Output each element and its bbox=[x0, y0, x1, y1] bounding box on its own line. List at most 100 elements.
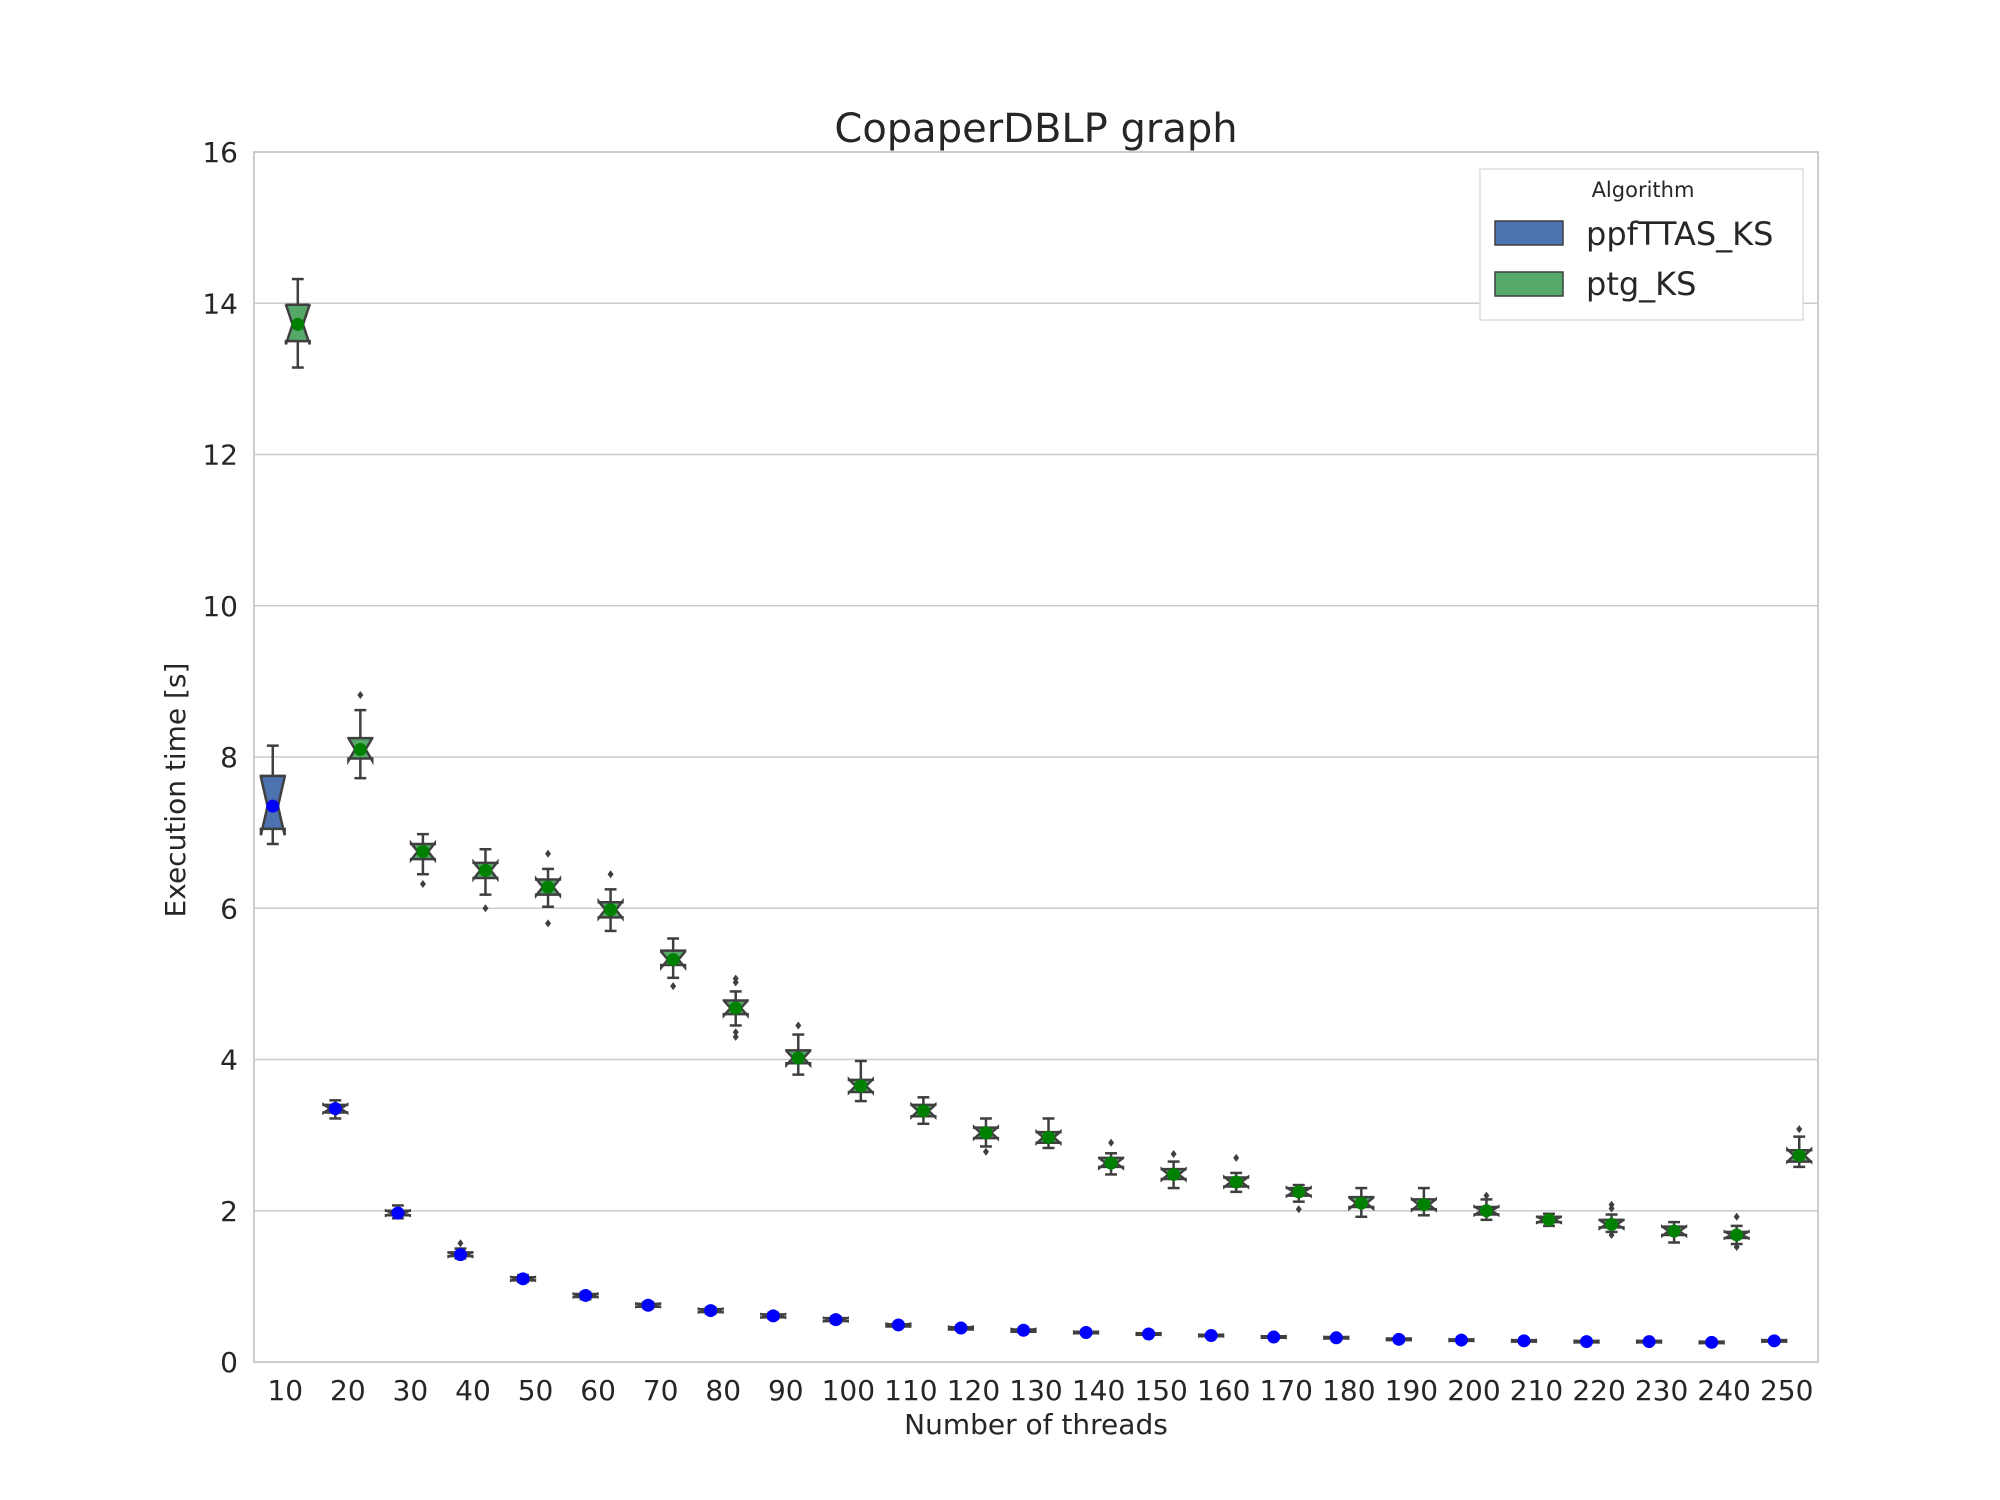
box-ppfTTAS_KS-250 bbox=[1761, 1334, 1788, 1348]
mean-marker bbox=[729, 1001, 743, 1015]
box-ppfTTAS_KS-140 bbox=[1072, 1326, 1100, 1340]
x-tick-label: 60 bbox=[580, 1374, 616, 1407]
x-tick-label: 40 bbox=[455, 1374, 491, 1407]
outlier-point bbox=[670, 982, 677, 991]
mean-marker bbox=[979, 1126, 993, 1140]
mean-marker bbox=[266, 799, 280, 813]
box-ppfTTAS_KS-30 bbox=[384, 1204, 412, 1220]
x-tick-label: 50 bbox=[518, 1374, 554, 1407]
x-tick-label: 250 bbox=[1760, 1374, 1813, 1407]
box-ptg_KS-20 bbox=[347, 690, 374, 780]
mean-marker bbox=[1104, 1156, 1118, 1170]
box-ptg_KS-30 bbox=[409, 832, 437, 889]
x-tick-label: 120 bbox=[947, 1374, 1000, 1407]
y-tick-label: 12 bbox=[202, 439, 238, 472]
box-ppfTTAS_KS-230 bbox=[1635, 1335, 1663, 1349]
x-tick-label: 110 bbox=[884, 1374, 937, 1407]
mean-marker bbox=[478, 863, 492, 877]
mean-marker bbox=[1580, 1335, 1594, 1349]
mean-marker bbox=[328, 1102, 342, 1116]
mean-marker bbox=[1517, 1334, 1531, 1348]
box-ppfTTAS_KS-210 bbox=[1510, 1334, 1538, 1348]
box-ppfTTAS_KS-180 bbox=[1323, 1331, 1350, 1345]
x-tick-label: 240 bbox=[1697, 1374, 1750, 1407]
box-ptg_KS-110 bbox=[910, 1096, 937, 1126]
outlier-point bbox=[732, 1032, 739, 1041]
box-ppfTTAS_KS-190 bbox=[1385, 1332, 1412, 1346]
mean-marker bbox=[541, 880, 555, 894]
box-ppfTTAS_KS-130 bbox=[1010, 1323, 1037, 1337]
mean-marker bbox=[1767, 1334, 1781, 1348]
x-axis-label: Number of threads bbox=[904, 1408, 1168, 1441]
box-ptg_KS-50 bbox=[534, 849, 562, 928]
outlier-point bbox=[1108, 1138, 1115, 1147]
mean-marker bbox=[391, 1206, 405, 1220]
box-ppfTTAS_KS-200 bbox=[1448, 1333, 1475, 1347]
outlier-point bbox=[795, 1021, 802, 1030]
y-tick-label: 8 bbox=[220, 741, 238, 774]
mean-marker bbox=[604, 903, 618, 917]
outlier-point bbox=[545, 849, 552, 858]
mean-marker bbox=[291, 317, 305, 331]
mean-marker bbox=[1167, 1167, 1181, 1181]
outlier-point bbox=[1233, 1153, 1240, 1162]
mean-marker bbox=[1204, 1329, 1218, 1343]
outlier-point bbox=[419, 880, 426, 889]
mean-marker bbox=[1329, 1331, 1343, 1345]
mean-marker bbox=[353, 742, 367, 756]
legend-swatch-ppfTTAS_KS bbox=[1494, 220, 1564, 246]
x-tick-label: 100 bbox=[822, 1374, 875, 1407]
box-ppfTTAS_KS-120 bbox=[947, 1321, 975, 1335]
x-tick-labels: 10 20 30 40 50 60 70 80 90 100 110 120 130 140 150 160 1… bbox=[267, 1374, 1813, 1407]
x-tick-label: 20 bbox=[330, 1374, 366, 1407]
box-ptg_KS-160 bbox=[1223, 1153, 1250, 1194]
x-tick-label: 150 bbox=[1134, 1374, 1187, 1407]
box-ppfTTAS_KS-90 bbox=[760, 1309, 787, 1323]
x-tick-label: 70 bbox=[643, 1374, 679, 1407]
outlier-point bbox=[1608, 1200, 1615, 1209]
box-ppfTTAS_KS-150 bbox=[1135, 1327, 1162, 1341]
x-tick-label: 10 bbox=[267, 1374, 303, 1407]
outlier-point bbox=[545, 919, 552, 928]
outlier-point bbox=[482, 904, 489, 913]
mean-marker bbox=[916, 1104, 930, 1118]
box-ptg_KS-180 bbox=[1348, 1186, 1375, 1219]
mean-marker bbox=[766, 1309, 780, 1323]
mean-marker bbox=[829, 1313, 843, 1327]
x-tick-label: 80 bbox=[705, 1374, 741, 1407]
mean-marker bbox=[1454, 1333, 1468, 1347]
box-ppfTTAS_KS-110 bbox=[885, 1318, 912, 1332]
box-ppfTTAS_KS-170 bbox=[1260, 1330, 1287, 1344]
box-ptg_KS-120 bbox=[972, 1117, 1000, 1156]
box-ptg_KS-200 bbox=[1473, 1191, 1500, 1222]
legend: Algorithm ppfTTAS_KS ptg_KS bbox=[1479, 168, 1804, 321]
mean-marker bbox=[516, 1272, 530, 1286]
mean-marker bbox=[416, 845, 430, 859]
x-tick-label: 170 bbox=[1260, 1374, 1313, 1407]
x-tick-label: 160 bbox=[1197, 1374, 1250, 1407]
box-ptg_KS-130 bbox=[1035, 1117, 1062, 1150]
mean-marker bbox=[1605, 1217, 1619, 1231]
legend-label-ptg_KS: ptg_KS bbox=[1586, 265, 1696, 303]
y-tick-labels: 0 2 4 6 8 10 12 14 16 bbox=[202, 136, 238, 1379]
mean-marker bbox=[1667, 1224, 1681, 1238]
y-tick-label: 0 bbox=[220, 1346, 238, 1379]
x-tick-label: 220 bbox=[1572, 1374, 1625, 1407]
mean-marker bbox=[954, 1321, 968, 1335]
outlier-point bbox=[1608, 1230, 1615, 1239]
chart-title: CopaperDBLP graph bbox=[834, 106, 1237, 152]
x-tick-label: 210 bbox=[1510, 1374, 1563, 1407]
y-tick-label: 16 bbox=[202, 136, 238, 169]
outlier-point bbox=[607, 870, 614, 879]
box-ppfTTAS_KS-10 bbox=[259, 744, 286, 846]
box-ptg_KS-60 bbox=[597, 870, 624, 933]
box-ptg_KS-220 bbox=[1598, 1200, 1625, 1239]
box-ppfTTAS_KS-160 bbox=[1198, 1329, 1225, 1343]
mean-marker bbox=[854, 1079, 868, 1093]
box-ptg_KS-190 bbox=[1410, 1186, 1438, 1217]
x-tick-label: 30 bbox=[393, 1374, 429, 1407]
box-ptg_KS-40 bbox=[472, 848, 499, 913]
mean-marker bbox=[1642, 1335, 1656, 1349]
mean-marker bbox=[704, 1304, 718, 1318]
mean-marker bbox=[579, 1288, 593, 1302]
